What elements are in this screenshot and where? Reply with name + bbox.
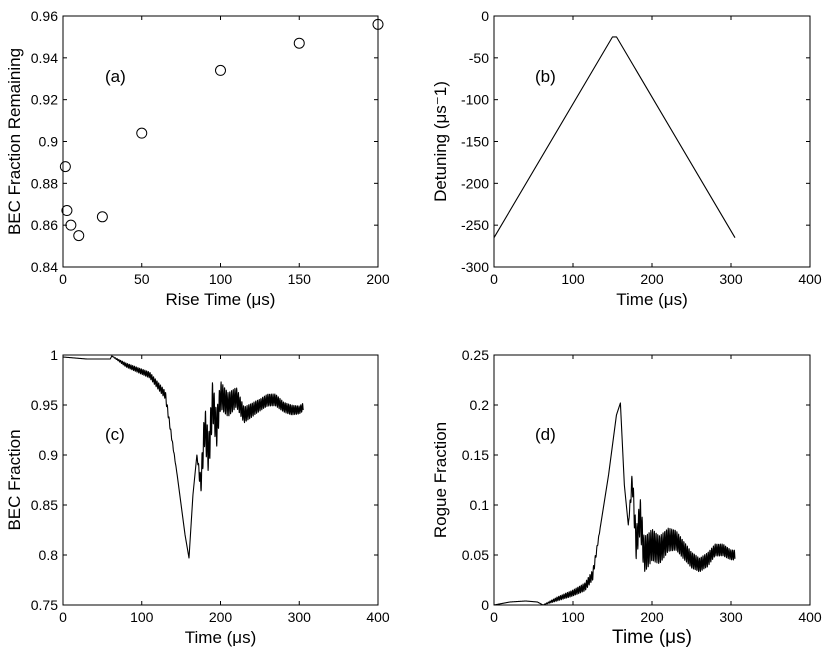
x-tick-label: 0 bbox=[490, 271, 498, 287]
y-tick-label: 0.84 bbox=[31, 259, 58, 275]
y-tick-label: 0.9 bbox=[39, 134, 59, 150]
x-tick-label: 300 bbox=[719, 271, 743, 287]
x-tick-label: 300 bbox=[719, 609, 743, 625]
x-tick-label: 0 bbox=[490, 609, 498, 625]
x-axis-label: Time (μs) bbox=[612, 627, 692, 648]
panel-label: (b) bbox=[535, 67, 556, 86]
y-tick-label: 0.8 bbox=[39, 547, 59, 563]
x-tick-label: 400 bbox=[798, 271, 822, 287]
chart-panel-d: 0 100 200 300 400 0 0.05 0.1 0.15 0.2 0.25 Time (μs… bbox=[431, 347, 822, 648]
y-tick-label: -300 bbox=[461, 259, 489, 275]
y-tick-label: -100 bbox=[461, 92, 489, 108]
y-tick-label: -150 bbox=[461, 134, 489, 150]
x-tick-label: 0 bbox=[59, 609, 67, 625]
y-axis-label: BEC Fraction bbox=[5, 429, 24, 530]
data-point bbox=[59, 161, 71, 173]
x-tick-label: 200 bbox=[366, 271, 390, 287]
panel-label: (c) bbox=[105, 425, 125, 444]
y-tick-label: 0.92 bbox=[31, 92, 58, 108]
y-tick-label: 0.75 bbox=[31, 597, 58, 613]
x-tick-label: 200 bbox=[640, 609, 664, 625]
x-tick-label: 100 bbox=[209, 271, 233, 287]
chart-panel-a: 0 50 100 150 200 0.84 0.86 0.88 0.9 0.92 0.94 0.96 R… bbox=[5, 8, 390, 309]
x-tick-label: 400 bbox=[798, 609, 822, 625]
chart-panel-b: 0 100 200 300 400 -300 -250 -200 -150 -100 -50 0 Tim… bbox=[431, 8, 822, 309]
data-point bbox=[73, 230, 85, 242]
y-axis-label: Rogue Fraction bbox=[431, 422, 450, 538]
series-line-c bbox=[62, 355, 304, 559]
x-axis-label: Time (μs) bbox=[616, 290, 688, 309]
y-tick-label: 0.9 bbox=[39, 447, 59, 463]
y-axis-label: Detuning (μs⁻1) bbox=[431, 81, 450, 202]
plot-frame-d bbox=[493, 354, 811, 606]
x-axis-label: Time (μs) bbox=[185, 628, 257, 647]
data-point bbox=[65, 219, 77, 231]
series-line-d bbox=[493, 402, 736, 606]
x-tick-label: 400 bbox=[366, 609, 390, 625]
x-tick-label: 0 bbox=[59, 271, 67, 287]
data-point bbox=[96, 211, 108, 223]
y-tick-label: 0 bbox=[481, 8, 489, 24]
x-tick-label: 200 bbox=[640, 271, 664, 287]
data-point bbox=[136, 127, 148, 139]
y-tick-label: 0 bbox=[481, 597, 489, 613]
x-tick-label: 50 bbox=[134, 271, 150, 287]
panel-label: (d) bbox=[535, 425, 556, 444]
data-point bbox=[61, 205, 73, 217]
chart-panel-c: 0 100 200 300 400 0.75 0.8 0.85 0.9 0.95 1 Time (μs… bbox=[5, 347, 390, 647]
data-point bbox=[215, 64, 226, 76]
series-line-detuning bbox=[493, 36, 736, 238]
plot-frame-b bbox=[493, 15, 811, 268]
y-tick-label: 0.1 bbox=[470, 497, 490, 513]
y-tick-label: 0.95 bbox=[31, 397, 58, 413]
y-tick-label: 0.85 bbox=[31, 497, 58, 513]
panel-label: (a) bbox=[105, 67, 126, 86]
x-tick-label: 100 bbox=[130, 609, 154, 625]
x-tick-label: 150 bbox=[288, 271, 312, 287]
x-tick-label: 100 bbox=[561, 609, 585, 625]
y-tick-label: -50 bbox=[469, 50, 489, 66]
y-tick-label: 0.86 bbox=[31, 217, 58, 233]
x-tick-label: 200 bbox=[209, 609, 233, 625]
y-tick-label: 1 bbox=[50, 347, 58, 363]
data-point bbox=[372, 18, 384, 30]
y-tick-label: 0.05 bbox=[462, 547, 489, 563]
y-tick-label: 0.15 bbox=[462, 447, 489, 463]
y-tick-label: 0.96 bbox=[31, 8, 58, 24]
y-tick-label: 0.94 bbox=[31, 50, 58, 66]
data-point bbox=[293, 37, 305, 49]
y-tick-label: 0.88 bbox=[31, 175, 58, 191]
y-tick-label: 0.25 bbox=[462, 347, 489, 363]
y-axis-label: BEC Fraction Remaining bbox=[5, 48, 24, 235]
y-tick-label: -250 bbox=[461, 217, 489, 233]
y-tick-label: -200 bbox=[461, 175, 489, 191]
x-tick-label: 300 bbox=[288, 609, 312, 625]
y-tick-label: 0.2 bbox=[470, 397, 490, 413]
plot-frame-a bbox=[62, 15, 379, 268]
x-tick-label: 100 bbox=[561, 271, 585, 287]
x-axis-label: Rise Time (μs) bbox=[166, 290, 276, 309]
